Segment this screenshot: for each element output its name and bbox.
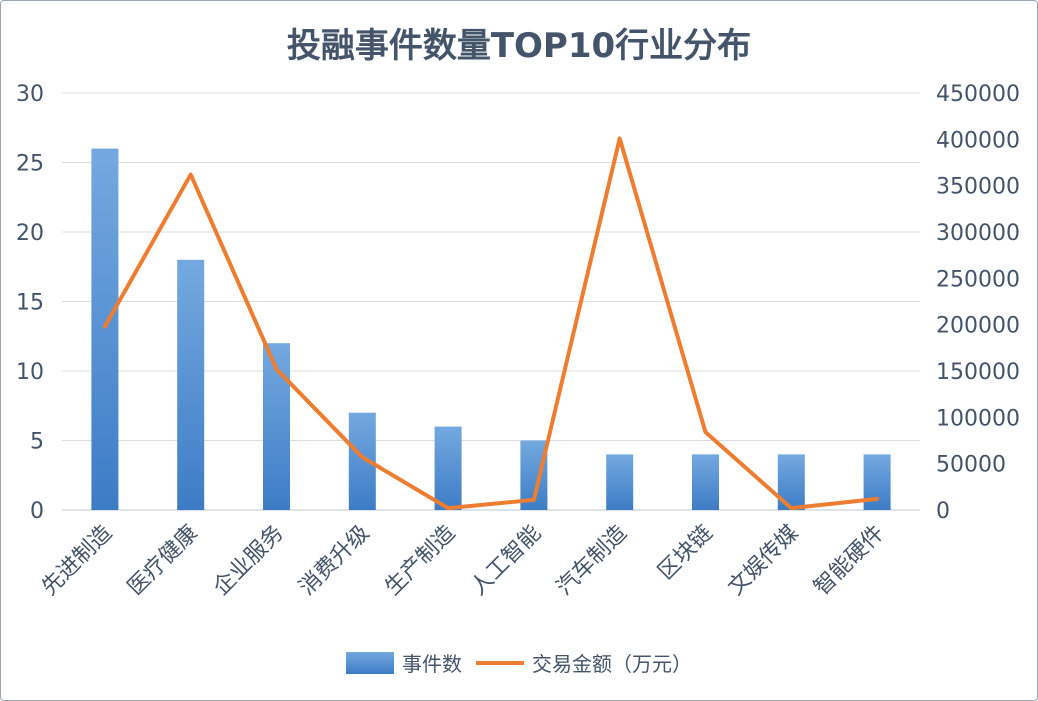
y-right-tick-label: 50000	[936, 453, 1006, 478]
x-category-label: 文娱传媒	[724, 521, 804, 601]
x-category-label: 消费升级	[295, 521, 375, 601]
x-category-label: 智能硬件	[809, 521, 889, 601]
legend-item-line: 交易金额（万元）	[476, 648, 692, 677]
y-left-tick-label: 20	[16, 221, 44, 246]
x-category-label: 医疗健康	[123, 521, 203, 601]
legend-line-label: 交易金额（万元）	[532, 652, 692, 676]
bar	[177, 259, 205, 510]
y-right-tick-label: 150000	[936, 360, 1020, 385]
y-right-tick-label: 300000	[936, 221, 1020, 246]
y-left-tick-label: 15	[16, 291, 44, 316]
chart-title: 投融事件数量TOP10行业分布	[286, 26, 752, 66]
legend-line-swatch	[476, 660, 524, 665]
bar	[434, 426, 462, 510]
y-right-tick-label: 450000	[936, 82, 1020, 107]
legend-item-bar: 事件数	[346, 648, 462, 677]
y-left-tick-label: 5	[30, 430, 44, 455]
legend: 事件数 交易金额（万元）	[0, 648, 1038, 677]
x-category-label: 人工智能	[466, 521, 546, 601]
legend-bar-label: 事件数	[402, 652, 462, 676]
x-category-label: 区块链	[653, 521, 717, 585]
y-right-tick-label: 0	[936, 499, 950, 524]
bar	[91, 148, 119, 510]
y-right-tick-label: 250000	[936, 267, 1020, 292]
y-right-tick-label: 200000	[936, 314, 1020, 339]
y-left-tick-label: 30	[16, 82, 44, 107]
x-category-label: 汽车制造	[552, 521, 632, 601]
legend-bar-swatch	[346, 651, 394, 674]
bar	[606, 454, 634, 510]
y-right-tick-label: 350000	[936, 175, 1020, 200]
line-series	[102, 136, 880, 511]
x-category-label: 生产制造	[380, 521, 460, 601]
y-left-tick-label: 10	[16, 360, 44, 385]
y-left-tick-label: 25	[16, 152, 44, 177]
y-right-tick-label: 400000	[936, 128, 1020, 153]
bar	[692, 454, 719, 510]
x-category-label: 企业服务	[209, 521, 289, 601]
x-category-label: 先进制造	[37, 521, 117, 601]
y-left-tick-label: 0	[30, 499, 44, 524]
y-right-tick-label: 100000	[936, 406, 1020, 431]
